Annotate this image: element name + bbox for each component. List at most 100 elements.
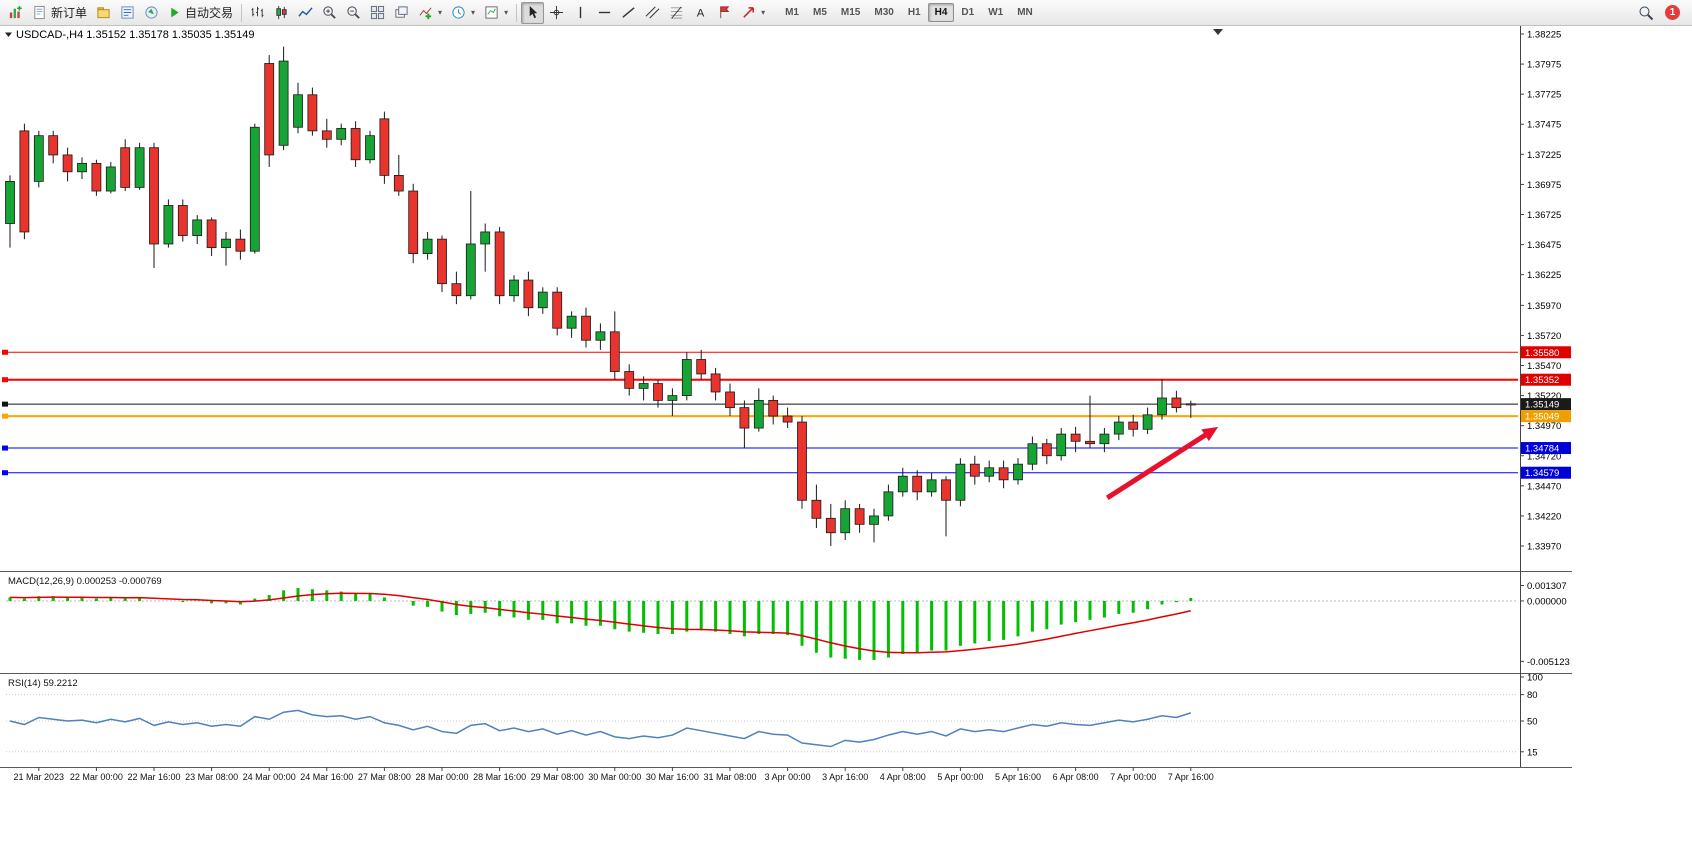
svg-text:22 Mar 00:00: 22 Mar 00:00 [70,772,123,782]
new-order-button[interactable]: 新订单 [28,2,91,24]
tile-windows-button[interactable] [366,2,389,24]
toolbar-separator [241,3,243,22]
search-button[interactable] [1634,2,1658,24]
profiles-button[interactable] [92,2,115,24]
indicators-caret-icon: ▾ [438,8,443,17]
svg-text:30 Mar 00:00: 30 Mar 00:00 [588,772,641,782]
timeframe-h1-button[interactable]: H1 [907,7,921,18]
svg-text:5 Apr 00:00: 5 Apr 00:00 [937,772,983,782]
label-flag-icon [720,6,730,19]
vertical-line-icon [579,6,582,19]
bar-chart-button[interactable] [246,2,269,24]
macd-pane: MACD(12,26,9) 0.000253 -0.000769 [6,576,1518,660]
cursor-button[interactable] [521,1,545,24]
horizontal-line-icon [598,11,611,14]
profiles-icon [97,7,110,19]
new-order-icon [34,5,45,20]
templates-caret-icon: ▾ [504,8,509,17]
text-tool-button[interactable]: A [689,2,712,24]
label-tool-button[interactable] [713,2,736,24]
svg-text:50: 50 [1527,717,1538,728]
svg-text:1.34470: 1.34470 [1527,481,1561,492]
channel-button[interactable] [641,2,664,24]
templates-button[interactable]: ▾ [480,2,512,24]
periods-button[interactable]: ▾ [447,2,479,24]
timeframe-m1-button[interactable]: M1 [785,7,799,18]
chart-window[interactable]: 1.38225 1.37975 1.37725 1.37475 1.37225 1.369… [0,26,1692,850]
svg-text:27 Mar 08:00: 27 Mar 08:00 [358,772,411,782]
time-axis[interactable]: 21 Mar 2023 22 Mar 00:00 22 Mar 16:00 23 Ma… [14,767,1214,782]
svg-text:1.34970: 1.34970 [1527,421,1561,432]
trendline-icon [622,7,635,18]
svg-text:3 Apr 00:00: 3 Apr 00:00 [765,772,811,782]
svg-text:-0.005123: -0.005123 [1527,657,1570,668]
price-axis[interactable]: 1.38225 1.37975 1.37725 1.37475 1.37225 1.369… [1520,30,1561,553]
auto-trading-label: 自动交易 [185,6,234,20]
svg-text:1.38225: 1.38225 [1527,30,1561,41]
tile-windows-icon [370,5,385,20]
navigator-icon [145,6,158,19]
svg-text:29 Mar 08:00: 29 Mar 08:00 [531,772,584,782]
line-chart-button[interactable] [294,2,317,24]
notification-badge[interactable]: 1 [1665,5,1680,20]
chart-shift-marker [1213,29,1223,35]
market-watch-icon [121,6,134,19]
svg-text:MACD(12,26,9) 0.000253 -0.0007: MACD(12,26,9) 0.000253 -0.000769 [8,576,162,587]
timeframe-d1-button[interactable]: D1 [961,7,975,18]
zoom-in-button[interactable] [318,2,341,24]
svg-text:1.35220: 1.35220 [1527,391,1561,402]
svg-text:6 Apr 08:00: 6 Apr 08:00 [1053,772,1099,782]
svg-text:1.35352: 1.35352 [1525,375,1559,386]
svg-text:1.34579: 1.34579 [1525,468,1559,479]
vertical-line-button[interactable] [569,2,592,24]
timeframe-m15-button[interactable]: M15 [840,7,861,18]
timeframe-m5-button[interactable]: M5 [813,7,827,18]
arrows-tool-button[interactable]: ▾ [737,2,769,24]
navigator-button[interactable] [140,2,163,24]
timeframe-h4-button[interactable]: H4 [927,3,955,22]
cascade-windows-button[interactable] [390,2,413,24]
market-watch-button[interactable] [116,2,139,24]
crosshair-icon [550,5,564,20]
clock-icon [452,6,465,19]
toolbar-right-group: 1 [1634,2,1688,24]
auto-trading-button[interactable]: 自动交易 [164,2,237,24]
svg-text:1.36725: 1.36725 [1527,210,1561,221]
svg-text:1.37975: 1.37975 [1527,60,1561,71]
svg-text:1.34220: 1.34220 [1527,511,1561,522]
bar-chart-icon [251,6,264,18]
svg-text:1.36475: 1.36475 [1527,240,1561,251]
candlestick-chart-icon [276,5,287,20]
svg-text:1.34784: 1.34784 [1525,444,1559,455]
svg-text:21 Mar 2023: 21 Mar 2023 [14,772,65,782]
timeframe-w1-button[interactable]: W1 [988,7,1004,18]
trend-arrow-annotation[interactable] [1105,426,1219,500]
rsi-pane: RSI(14) 59.2212 [6,678,1518,753]
zoom-out-button[interactable] [342,2,365,24]
candlestick-chart-button[interactable] [270,2,293,24]
auto-trading-play-icon [171,7,179,18]
fibonacci-icon [670,6,683,19]
horizontal-line-button[interactable] [593,2,616,24]
svg-text:1.36975: 1.36975 [1527,180,1561,191]
crosshair-button[interactable] [545,2,568,24]
templates-icon [485,6,498,19]
channel-icon [645,6,660,19]
trendline-button[interactable] [617,2,640,24]
svg-text:23 Mar 08:00: 23 Mar 08:00 [185,772,238,782]
cascade-windows-icon [395,6,408,18]
cursor-icon [529,5,538,19]
toolbar-separator [516,3,518,22]
timeframe-m30-button[interactable]: M30 [874,7,894,18]
svg-text:30 Mar 16:00: 30 Mar 16:00 [646,772,699,782]
indicators-button[interactable]: ▾ [414,2,446,24]
chart-canvas[interactable]: 1.38225 1.37975 1.37725 1.37475 1.37225 1.369… [0,26,1692,796]
new-chart-button[interactable] [4,2,27,24]
fibonacci-button[interactable] [665,2,688,24]
svg-text:31 Mar 08:00: 31 Mar 08:00 [703,772,756,782]
quote-header: USDCAD-,H4 1.35152 1.35178 1.35035 1.351… [5,29,1223,41]
arrows-tool-icon [743,7,755,18]
indicators-icon [419,7,432,20]
timeframe-mn-button[interactable]: MN [1017,7,1033,18]
